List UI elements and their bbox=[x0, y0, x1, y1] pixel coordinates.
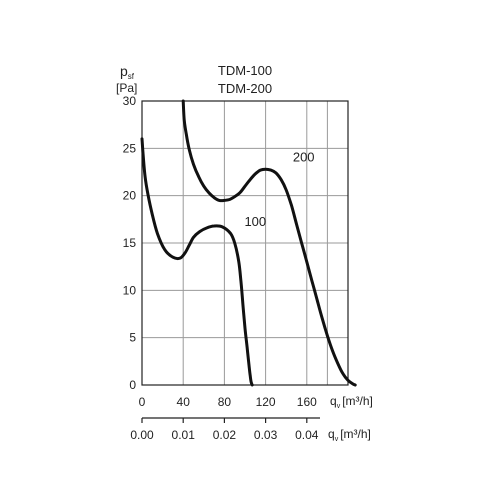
y-tick-label: 5 bbox=[129, 331, 136, 345]
x-tick-label: 40 bbox=[177, 395, 191, 409]
x-axis-label: qv [m³/h] bbox=[330, 394, 373, 410]
y-tick-label: 0 bbox=[129, 378, 136, 392]
y-tick-label: 15 bbox=[123, 236, 137, 250]
y-tick-label: 30 bbox=[123, 94, 137, 108]
y-axis-label: psf [Pa] bbox=[116, 63, 137, 95]
plot-frame bbox=[141, 100, 349, 386]
y-axis-symbol: psf bbox=[120, 63, 135, 81]
x-tick-label: 80 bbox=[218, 395, 232, 409]
chart-title-line-2: TDM-200 bbox=[218, 81, 272, 96]
curve-label-200: 200 bbox=[293, 150, 315, 165]
series-line-200 bbox=[181, 99, 357, 387]
annotations: 100 200 bbox=[244, 150, 314, 229]
secondary-x-axis-label-text: qv [m³/h] bbox=[328, 427, 371, 443]
secondary-x-tick-label: 0.00 bbox=[130, 428, 154, 442]
secondary-x-axis-label: qv [m³/h] bbox=[328, 427, 371, 443]
series-line-100 bbox=[140, 137, 254, 387]
secondary-x-tick-label: 0.01 bbox=[172, 428, 196, 442]
secondary-x-ticks: 0.00 0.01 0.02 0.03 0.04 bbox=[130, 418, 319, 442]
ticks: 0 40 80 120 160 0 5 10 15 20 25 30 bbox=[123, 94, 317, 409]
secondary-x-tick-label: 0.04 bbox=[295, 428, 319, 442]
x-tick-label: 0 bbox=[139, 395, 146, 409]
curves bbox=[140, 99, 357, 387]
y-axis-unit: [Pa] bbox=[116, 81, 137, 95]
x-tick-label: 120 bbox=[256, 395, 276, 409]
y-tick-label: 20 bbox=[123, 189, 137, 203]
x-axis-label-text: qv [m³/h] bbox=[330, 394, 373, 410]
chart-title-line-1: TDM-100 bbox=[218, 63, 272, 78]
grid bbox=[142, 101, 348, 385]
x-tick-label: 160 bbox=[297, 395, 317, 409]
curve-label-100: 100 bbox=[244, 214, 266, 229]
secondary-x-tick-label: 0.02 bbox=[213, 428, 237, 442]
y-tick-label: 10 bbox=[123, 283, 137, 297]
y-tick-label: 25 bbox=[123, 141, 137, 155]
secondary-x-tick-label: 0.03 bbox=[254, 428, 278, 442]
